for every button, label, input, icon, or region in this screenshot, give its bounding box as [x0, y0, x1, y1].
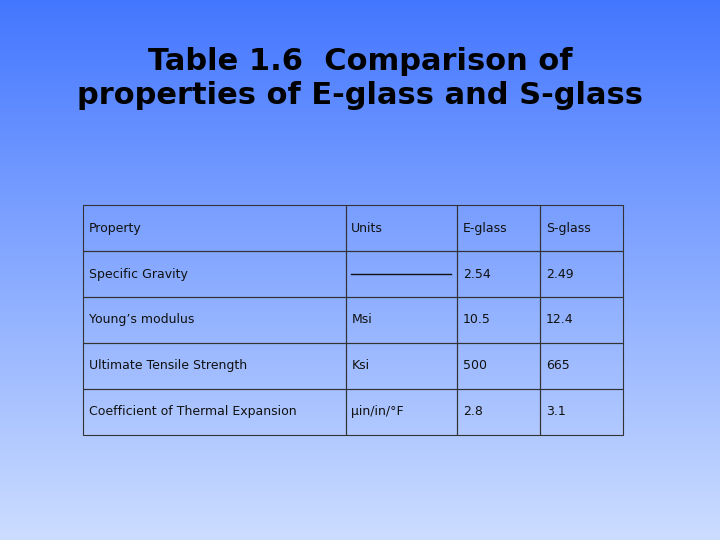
Text: E-glass: E-glass [463, 221, 508, 235]
Bar [346, 389, 457, 435]
Text: μin/in/°F: μin/in/°F [351, 405, 404, 418]
Bar [83, 389, 346, 435]
Text: 665: 665 [546, 359, 570, 373]
Text: 2.54: 2.54 [463, 267, 491, 281]
Bar [540, 251, 623, 297]
Bar [540, 389, 623, 435]
Text: 3.1: 3.1 [546, 405, 565, 418]
Bar [83, 297, 346, 343]
Text: Property: Property [89, 221, 141, 235]
Bar [346, 297, 457, 343]
Text: Ksi: Ksi [351, 359, 369, 373]
Text: 10.5: 10.5 [463, 313, 491, 327]
Text: Ultimate Tensile Strength: Ultimate Tensile Strength [89, 359, 247, 373]
Bar [540, 297, 623, 343]
Text: Young’s modulus: Young’s modulus [89, 313, 194, 327]
Bar [540, 205, 623, 251]
Bar [457, 389, 540, 435]
Bar [83, 205, 346, 251]
Bar [457, 343, 540, 389]
Bar [457, 251, 540, 297]
Bar [457, 297, 540, 343]
Bar [83, 343, 346, 389]
Text: 2.49: 2.49 [546, 267, 573, 281]
Text: 500: 500 [463, 359, 487, 373]
Text: S-glass: S-glass [546, 221, 590, 235]
Text: Specific Gravity: Specific Gravity [89, 267, 187, 281]
Bar [83, 251, 346, 297]
Text: Table 1.6  Comparison of
properties of E-glass and S-glass: Table 1.6 Comparison of properties of E-… [77, 47, 643, 110]
Bar [346, 205, 457, 251]
Text: Coefficient of Thermal Expansion: Coefficient of Thermal Expansion [89, 405, 296, 418]
Bar [457, 205, 540, 251]
Text: Msi: Msi [351, 313, 372, 327]
Text: Units: Units [351, 221, 383, 235]
Text: 12.4: 12.4 [546, 313, 573, 327]
Text: 2.8: 2.8 [463, 405, 483, 418]
Bar [346, 251, 457, 297]
Bar [346, 343, 457, 389]
Bar [540, 343, 623, 389]
